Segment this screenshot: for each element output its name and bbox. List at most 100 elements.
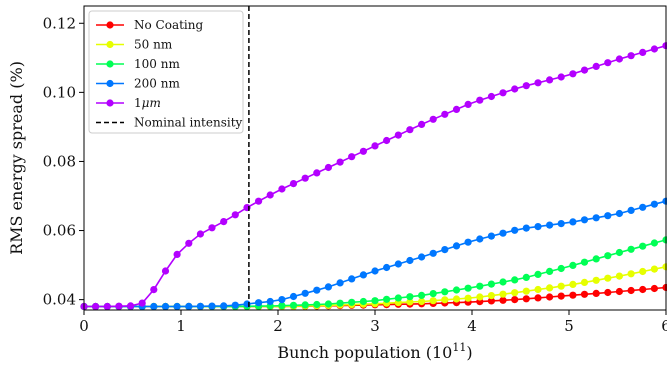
data-point [371, 142, 378, 149]
y-ticks: 0.040.060.080.100.12 [43, 14, 84, 308]
data-point [348, 275, 355, 282]
data-point [453, 106, 460, 113]
data-point [348, 153, 355, 160]
legend-label: 1μm [134, 96, 161, 110]
data-point [639, 268, 646, 275]
data-point [499, 278, 506, 285]
legend-label: Nominal intensity [134, 116, 243, 130]
data-point [441, 288, 448, 295]
y-tick-label: 0.10 [43, 83, 76, 101]
data-point [418, 292, 425, 299]
data-point [604, 252, 611, 259]
data-point [197, 303, 204, 310]
data-point [383, 137, 390, 144]
y-tick-label: 0.04 [43, 291, 76, 309]
data-point [453, 295, 460, 302]
data-point [220, 302, 227, 309]
x-tick-label: 5 [564, 317, 574, 335]
data-point [628, 287, 635, 294]
data-point [418, 121, 425, 128]
data-point [534, 294, 541, 301]
data-point [511, 85, 518, 92]
data-point [290, 302, 297, 309]
data-point [593, 63, 600, 70]
data-point [278, 185, 285, 192]
x-tick-label: 4 [467, 317, 477, 335]
x-axis-label-main: Bunch population (10 [277, 343, 452, 362]
data-point [546, 268, 553, 275]
data-point [628, 207, 635, 214]
y-tick-label: 0.12 [43, 14, 76, 32]
data-point [639, 286, 646, 293]
data-point [104, 303, 111, 310]
data-point [290, 293, 297, 300]
data-point [569, 292, 576, 299]
data-point [511, 296, 518, 303]
data-point [220, 218, 227, 225]
data-point [115, 303, 122, 310]
data-point [174, 251, 181, 258]
data-point [465, 101, 472, 108]
data-point [255, 299, 262, 306]
x-axis-label-end: ) [466, 343, 472, 362]
data-point [313, 287, 320, 294]
data-point [523, 295, 530, 302]
data-point [267, 191, 274, 198]
data-point [395, 294, 402, 301]
data-point [406, 293, 413, 300]
data-point [150, 286, 157, 293]
data-point [232, 211, 239, 218]
data-point [174, 303, 181, 310]
data-point [593, 290, 600, 297]
x-tick-label: 0 [79, 317, 89, 335]
legend-label: 200 nm [134, 77, 180, 91]
data-point [651, 45, 658, 52]
legend-swatch-marker [106, 21, 113, 28]
x-tick-label: 2 [273, 317, 283, 335]
data-point [628, 52, 635, 59]
data-point [604, 275, 611, 282]
data-point [616, 210, 623, 217]
data-point [162, 267, 169, 274]
data-point [406, 257, 413, 264]
data-point [604, 289, 611, 296]
data-point [534, 223, 541, 230]
legend-label: 50 nm [134, 38, 173, 52]
data-point [534, 286, 541, 293]
data-point [255, 198, 262, 205]
x-tick-label: 1 [176, 317, 186, 335]
data-point [546, 76, 553, 83]
data-point [523, 225, 530, 232]
x-tick-label: 6 [661, 317, 667, 335]
data-point [476, 293, 483, 300]
data-point [302, 290, 309, 297]
data-point [302, 301, 309, 308]
data-point [616, 273, 623, 280]
data-point [511, 289, 518, 296]
data-point [150, 303, 157, 310]
data-point [593, 255, 600, 262]
data-point [476, 235, 483, 242]
data-point [337, 300, 344, 307]
data-point [651, 239, 658, 246]
data-point [371, 267, 378, 274]
data-point [453, 242, 460, 249]
x-axis-label: Bunch population (1011) [277, 341, 472, 362]
data-point [639, 204, 646, 211]
data-point [511, 276, 518, 283]
data-point [569, 262, 576, 269]
data-point [383, 296, 390, 303]
data-point [302, 175, 309, 182]
data-point [593, 277, 600, 284]
data-point [348, 299, 355, 306]
data-point [290, 180, 297, 187]
data-point [511, 227, 518, 234]
data-point [546, 284, 553, 291]
data-point [558, 220, 565, 227]
data-point [593, 214, 600, 221]
data-point [488, 281, 495, 288]
data-point [337, 279, 344, 286]
legend-label: No Coating [134, 18, 203, 32]
data-point [360, 148, 367, 155]
